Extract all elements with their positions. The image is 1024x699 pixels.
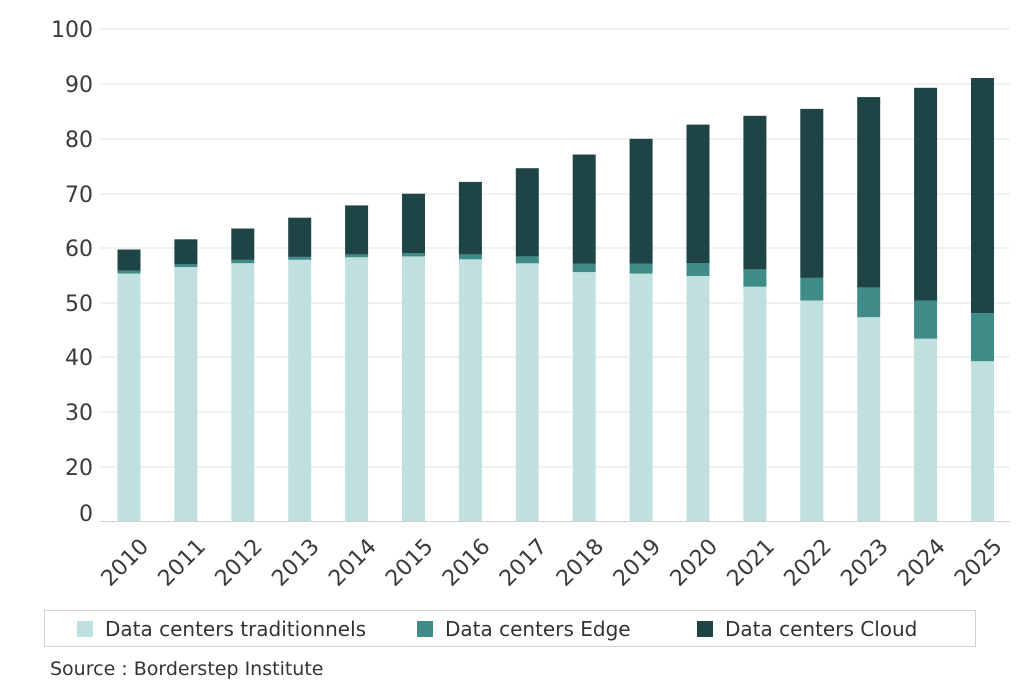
bar-segment-cloud-2022 bbox=[800, 108, 824, 278]
bar-segment-traditionnels-2010 bbox=[117, 273, 141, 521]
y-tick-label: 90 bbox=[65, 73, 93, 98]
bar-segment-cloud-2013 bbox=[288, 217, 312, 257]
x-tick-label: 2016 bbox=[438, 534, 495, 591]
bar-segment-cloud-2011 bbox=[174, 239, 198, 265]
x-tick-label: 2017 bbox=[495, 534, 552, 591]
y-axis-ticks: 0 20 30 40 50 60 70 80 90 100 bbox=[51, 18, 93, 527]
legend: Data centers traditionnels Data centers … bbox=[44, 610, 976, 647]
bar-segment-edge-2013 bbox=[288, 256, 312, 260]
x-tick-label: 2013 bbox=[267, 534, 324, 591]
x-tick-label: 2014 bbox=[324, 534, 381, 591]
x-tick-label: 2012 bbox=[211, 534, 268, 591]
legend-item-edge: Data centers Edge bbox=[417, 617, 631, 641]
x-tick-label: 2010 bbox=[97, 534, 154, 591]
bar-segment-cloud-2012 bbox=[231, 228, 255, 260]
legend-item-cloud: Data centers Cloud bbox=[697, 617, 917, 641]
bar-segment-edge-2017 bbox=[515, 256, 539, 264]
bar-segment-edge-2016 bbox=[458, 254, 482, 260]
x-tick-label: 2024 bbox=[893, 534, 950, 591]
y-tick-label: 70 bbox=[65, 183, 93, 208]
bar-segment-traditionnels-2013 bbox=[288, 259, 312, 521]
y-tick-label: 40 bbox=[65, 346, 93, 371]
legend-label-cloud: Data centers Cloud bbox=[725, 616, 918, 641]
bar-segment-traditionnels-2020 bbox=[686, 276, 710, 521]
bar-segment-traditionnels-2021 bbox=[743, 286, 767, 521]
bar-segment-edge-2014 bbox=[345, 254, 369, 258]
bar-segment-cloud-2019 bbox=[629, 138, 653, 264]
bar-segment-traditionnels-2025 bbox=[971, 361, 994, 521]
bar-segment-edge-2012 bbox=[231, 259, 255, 264]
bars bbox=[117, 78, 994, 521]
bar-segment-edge-2021 bbox=[743, 269, 767, 287]
bar-segment-edge-2018 bbox=[572, 263, 596, 273]
bar-segment-traditionnels-2017 bbox=[515, 263, 539, 521]
bar-segment-edge-2015 bbox=[402, 253, 425, 257]
y-tick-label: 50 bbox=[65, 292, 93, 317]
x-axis-ticks: 2010 2011 2012 2013 2014 2015 2016 2017 2018 2019… bbox=[97, 534, 1008, 591]
x-tick-label: 2020 bbox=[666, 534, 723, 591]
legend-label-traditionnels: Data centers traditionnels bbox=[105, 616, 367, 641]
bar-segment-traditionnels-2024 bbox=[914, 338, 938, 521]
bar-segment-traditionnels-2023 bbox=[857, 317, 881, 521]
bar-segment-edge-2011 bbox=[174, 264, 198, 268]
bar-segment-traditionnels-2022 bbox=[800, 300, 824, 521]
x-tick-label: 2019 bbox=[609, 534, 666, 591]
legend-label-edge: Data centers Edge bbox=[445, 616, 631, 641]
x-tick-label: 2015 bbox=[381, 534, 438, 591]
bar-segment-traditionnels-2011 bbox=[174, 267, 198, 521]
bar-segment-edge-2022 bbox=[800, 278, 824, 301]
legend-swatch-cloud bbox=[697, 620, 713, 637]
bar-segment-cloud-2010 bbox=[117, 249, 141, 271]
bar-segment-cloud-2023 bbox=[857, 97, 881, 288]
bar-segment-cloud-2016 bbox=[458, 181, 482, 255]
bar-segment-cloud-2020 bbox=[686, 124, 710, 264]
bar-segment-cloud-2015 bbox=[402, 193, 425, 253]
bar-segment-edge-2020 bbox=[686, 263, 710, 276]
bar-segment-cloud-2021 bbox=[743, 115, 767, 270]
bar-segment-traditionnels-2012 bbox=[231, 263, 255, 521]
x-tick-label: 2018 bbox=[552, 534, 609, 591]
bar-segment-traditionnels-2016 bbox=[458, 259, 482, 521]
x-tick-label: 2022 bbox=[780, 534, 837, 591]
x-tick-label: 2011 bbox=[154, 534, 211, 591]
bar-segment-edge-2010 bbox=[117, 270, 141, 274]
bar-segment-edge-2023 bbox=[857, 287, 881, 318]
y-tick-label: 100 bbox=[51, 18, 93, 43]
y-tick-label: 80 bbox=[65, 128, 93, 153]
bar-segment-cloud-2025 bbox=[971, 78, 994, 314]
bar-segment-traditionnels-2015 bbox=[402, 256, 425, 521]
bar-segment-edge-2019 bbox=[629, 263, 653, 274]
x-tick-label: 2025 bbox=[950, 534, 1007, 591]
bar-segment-traditionnels-2018 bbox=[572, 272, 596, 521]
bar-segment-traditionnels-2019 bbox=[629, 273, 653, 521]
bar-segment-edge-2025 bbox=[971, 313, 994, 362]
legend-item-traditionnels: Data centers traditionnels bbox=[77, 617, 366, 641]
bar-segment-edge-2024 bbox=[914, 300, 938, 339]
bar-segment-traditionnels-2014 bbox=[345, 257, 369, 521]
x-tick-label: 2021 bbox=[723, 534, 780, 591]
y-tick-label: 60 bbox=[65, 237, 93, 262]
y-tick-label: 30 bbox=[65, 401, 93, 426]
legend-swatch-edge bbox=[417, 620, 433, 637]
bar-segment-cloud-2024 bbox=[914, 87, 938, 301]
bar-segment-cloud-2018 bbox=[572, 154, 596, 264]
source-note: Source : Borderstep Institute bbox=[50, 658, 324, 680]
y-tick-label: 0 bbox=[79, 502, 93, 527]
x-tick-label: 2023 bbox=[836, 534, 893, 591]
legend-swatch-traditionnels bbox=[77, 620, 93, 637]
y-tick-label: 20 bbox=[65, 456, 93, 481]
bar-segment-cloud-2014 bbox=[345, 205, 369, 255]
bar-segment-cloud-2017 bbox=[515, 168, 539, 257]
